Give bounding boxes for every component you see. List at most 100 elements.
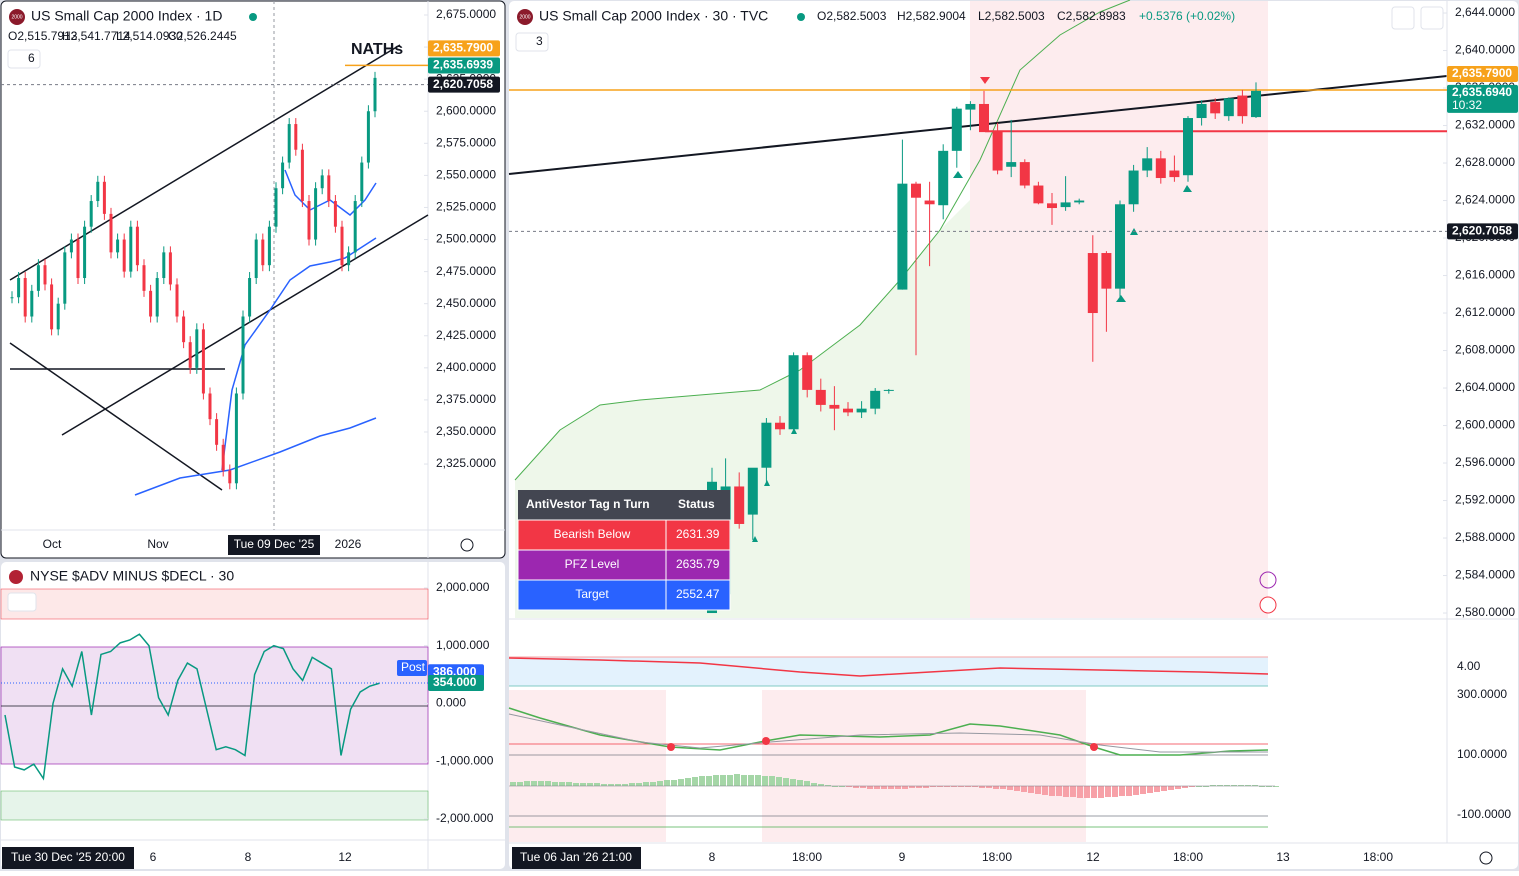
indicator-count: 3 [536,34,543,48]
candle-body [747,467,758,515]
y-tick-label: 2,588.0000 [1455,530,1515,544]
flag-icon [1259,596,1277,614]
histogram-bar [1147,786,1153,793]
button[interactable] [1391,6,1415,30]
histogram-bar [671,780,677,786]
histogram-bar [783,778,789,786]
candle-body [883,389,894,391]
histogram-bar [1245,785,1251,786]
candle-body [979,103,989,133]
y-tick-label: 0.000 [436,696,466,710]
histogram-bar [706,776,712,786]
histogram-bar [1168,786,1174,790]
candle-body [1169,170,1180,178]
histogram-bar [769,776,775,786]
y-tick-label: 2,675.0000 [436,7,496,21]
settings-button[interactable] [460,538,474,552]
x-tick-label: 18:00 [792,850,822,864]
y-tick-label: 2,450.0000 [436,296,496,310]
candle-body [23,278,27,317]
button[interactable] [1420,6,1444,30]
candle-body [347,252,351,266]
y-tick-label: -1,000.000 [436,753,494,767]
symbol-logo [9,9,25,25]
y-tick-label: 2,628.0000 [1455,155,1515,169]
collapse-button[interactable] [7,592,37,612]
osc-signal [667,743,675,751]
price-label-time: 10:32 [1452,98,1482,112]
y-tick-label: 2,575.0000 [436,135,496,149]
candle-body [1155,158,1166,179]
osc-zone [762,690,1086,842]
candle-body [1223,98,1234,117]
price-label: 2,635.6939 [433,58,493,72]
histogram-bar [1266,786,1272,787]
candle-body [1019,162,1030,186]
settings-button[interactable] [1479,851,1493,865]
histogram-bar [685,778,691,786]
price-label: 354.000 [433,675,477,689]
candle-body [911,183,921,198]
histogram-bar [874,786,880,789]
histogram-bar [573,783,579,786]
y-tick-label: 2,632.0000 [1455,118,1515,132]
histogram-bar [510,782,516,786]
candle-body [1142,158,1153,171]
candle-body [1196,103,1207,119]
candle-body [267,226,271,266]
histogram-bar [720,775,726,786]
histogram-bar [1042,786,1048,795]
candle-body [1047,203,1057,209]
histogram-bar [1105,786,1111,797]
histogram-bar [552,782,558,786]
histogram-bar [538,781,544,786]
candle-body [366,111,370,163]
bear-zone [970,1,1268,618]
candle-body [307,201,311,240]
histogram-bar [1238,785,1244,786]
histogram-bar [1231,785,1237,786]
x-tick-label: 13 [1276,850,1290,864]
indicators-toggle[interactable] [7,49,41,69]
annotation: NATHs [351,41,403,58]
y-tick-label: 2,350.0000 [436,424,496,438]
indicators-toggle[interactable] [515,32,549,52]
y-tick-label: 2,600.0000 [436,103,496,117]
candle-body [300,149,304,202]
y-tick-label: 4.00 [1457,659,1481,673]
histogram-bar [713,775,719,786]
histogram-bar [1126,786,1132,796]
ohlc-value: O2,582.5003 [817,9,887,23]
histogram-bar [909,786,915,788]
y-tick-label: 2,325.0000 [436,456,496,470]
price-label: 2,635.6940 [1452,85,1512,99]
ma-line [134,417,377,496]
x-tick-label: Tue 09 Dec '25 [234,537,315,551]
histogram-bar [587,783,593,786]
ohlc-value: C2,526.2445 [168,29,237,43]
crosshair-label-box [228,535,320,555]
candle-body [10,297,14,299]
candle-body [1115,204,1125,289]
candle-body [870,390,881,409]
chart-title: NYSE $ADV MINUS $DECL · 30 [30,568,234,584]
ma-line [221,237,377,471]
symbol-logo-text: 2000 [11,14,22,20]
histogram-bar [1056,786,1062,796]
candle-body [69,239,73,253]
ohlc-value: L2,582.5003 [978,9,1045,23]
histogram-bar [1154,786,1160,792]
histogram-bar [762,776,768,786]
session-label: Post [401,660,426,674]
x-tick-label: 18:00 [1173,850,1203,864]
content: 2000 US Small Cap 2000 Index · 1D O2,515.7… [1,5,1518,869]
histogram-bar [622,784,628,786]
channel-upper [9,44,401,281]
price-label-box [1447,84,1518,113]
candle-body [254,239,258,279]
candle-body [135,226,139,266]
ohlc-value: L2,514.0930 [116,29,183,43]
histogram-bar [1098,786,1104,798]
y-tick-label: 2,500.0000 [436,232,496,246]
histogram-bar [776,777,782,786]
